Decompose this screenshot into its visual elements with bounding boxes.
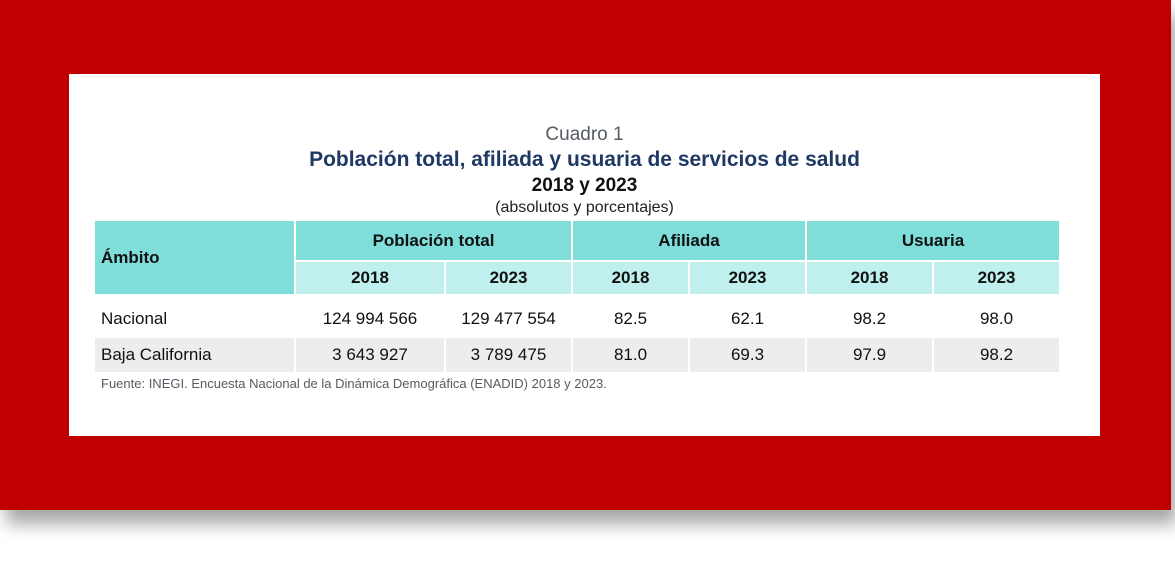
caption-title: Población total, afiliada y usuaria de s… [309, 148, 860, 171]
year-header: 2023 [445, 260, 573, 294]
table-cell: 82.5 [572, 302, 690, 337]
source-note: Fuente: INEGI. Encuesta Nacional de la D… [101, 376, 607, 391]
year-header: 2018 [572, 260, 690, 294]
table-cell: 124 994 566 [295, 302, 446, 337]
group-header-usuaria: Usuaria [806, 221, 1061, 261]
table-cell: 3 789 475 [445, 336, 573, 372]
row-label: Nacional [95, 302, 296, 337]
table-cell: 69.3 [689, 336, 807, 372]
header-row-groups: Ámbito Población total Afiliada Usuaria [95, 221, 1061, 294]
table-cell: 97.9 [806, 336, 934, 372]
year-header: 2023 [933, 260, 1061, 294]
year-header: 2018 [295, 260, 446, 294]
row-header-ambito: Ámbito [95, 221, 296, 294]
spacer-cell [95, 294, 1061, 302]
row-label: Baja California [95, 336, 296, 372]
group-header-afiliada: Afiliada [572, 221, 807, 261]
table-cell: 98.2 [933, 336, 1061, 372]
table-cell: 81.0 [572, 336, 690, 372]
table-row-nacional: Nacional 124 994 566 129 477 554 82.5 62… [95, 302, 1061, 337]
year-header: 2023 [689, 260, 807, 294]
table-cell: 129 477 554 [445, 302, 573, 337]
year-header: 2018 [806, 260, 934, 294]
table-cell: 98.2 [806, 302, 934, 337]
health-services-table: Ámbito Población total Afiliada Usuaria … [95, 221, 1061, 372]
table-spacer [95, 294, 1061, 302]
table-row-baja-california: Baja California 3 643 927 3 789 475 81.0… [95, 336, 1061, 372]
caption-years: 2018 y 2023 [531, 175, 638, 196]
table-cell: 62.1 [689, 302, 807, 337]
table-cell: 3 643 927 [295, 336, 446, 372]
table-cell: 98.0 [933, 302, 1061, 337]
table-card: Cuadro 1 Población total, afiliada y usu… [69, 74, 1100, 436]
header-row-years: 2018 2023 2018 2023 2018 2023 [95, 260, 1061, 294]
caption-units: (absolutos y porcentajes) [495, 199, 674, 216]
caption-number: Cuadro 1 [545, 124, 624, 145]
group-header-poblacion: Población total [295, 221, 573, 261]
